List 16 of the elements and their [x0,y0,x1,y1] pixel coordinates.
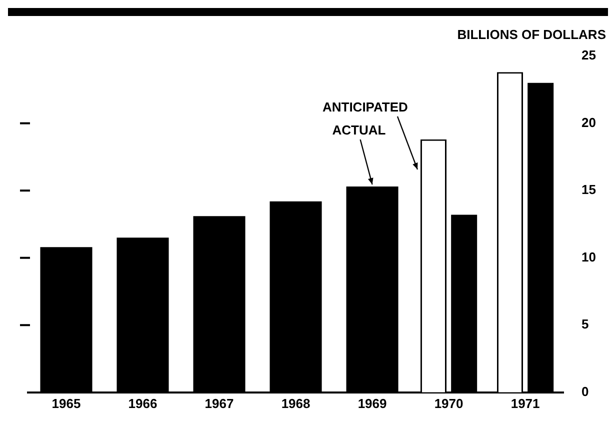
y-axis-title: BILLIONS OF DOLLARS [457,27,606,42]
x-tick-label: 1970 [434,396,464,411]
x-tick-label: 1968 [281,396,310,411]
x-tick-label: 1971 [510,396,540,411]
y-tick-label: 10 [582,249,596,264]
y-tick-label: 0 [582,384,589,399]
text: ANTICIPATED [322,99,408,114]
y-tick-label: 5 [582,316,589,332]
x-tick-label: 1965 [52,396,81,411]
x-tick-label: 1969 [358,396,387,411]
x-tick-label: 1967 [204,396,234,411]
y-tick-label: 15 [582,182,596,198]
text: ACTUAL [332,122,386,138]
y-tick-label: 25 [582,48,596,63]
y-tick-label: 20 [582,114,596,130]
x-tick-label: 1966 [128,396,158,411]
